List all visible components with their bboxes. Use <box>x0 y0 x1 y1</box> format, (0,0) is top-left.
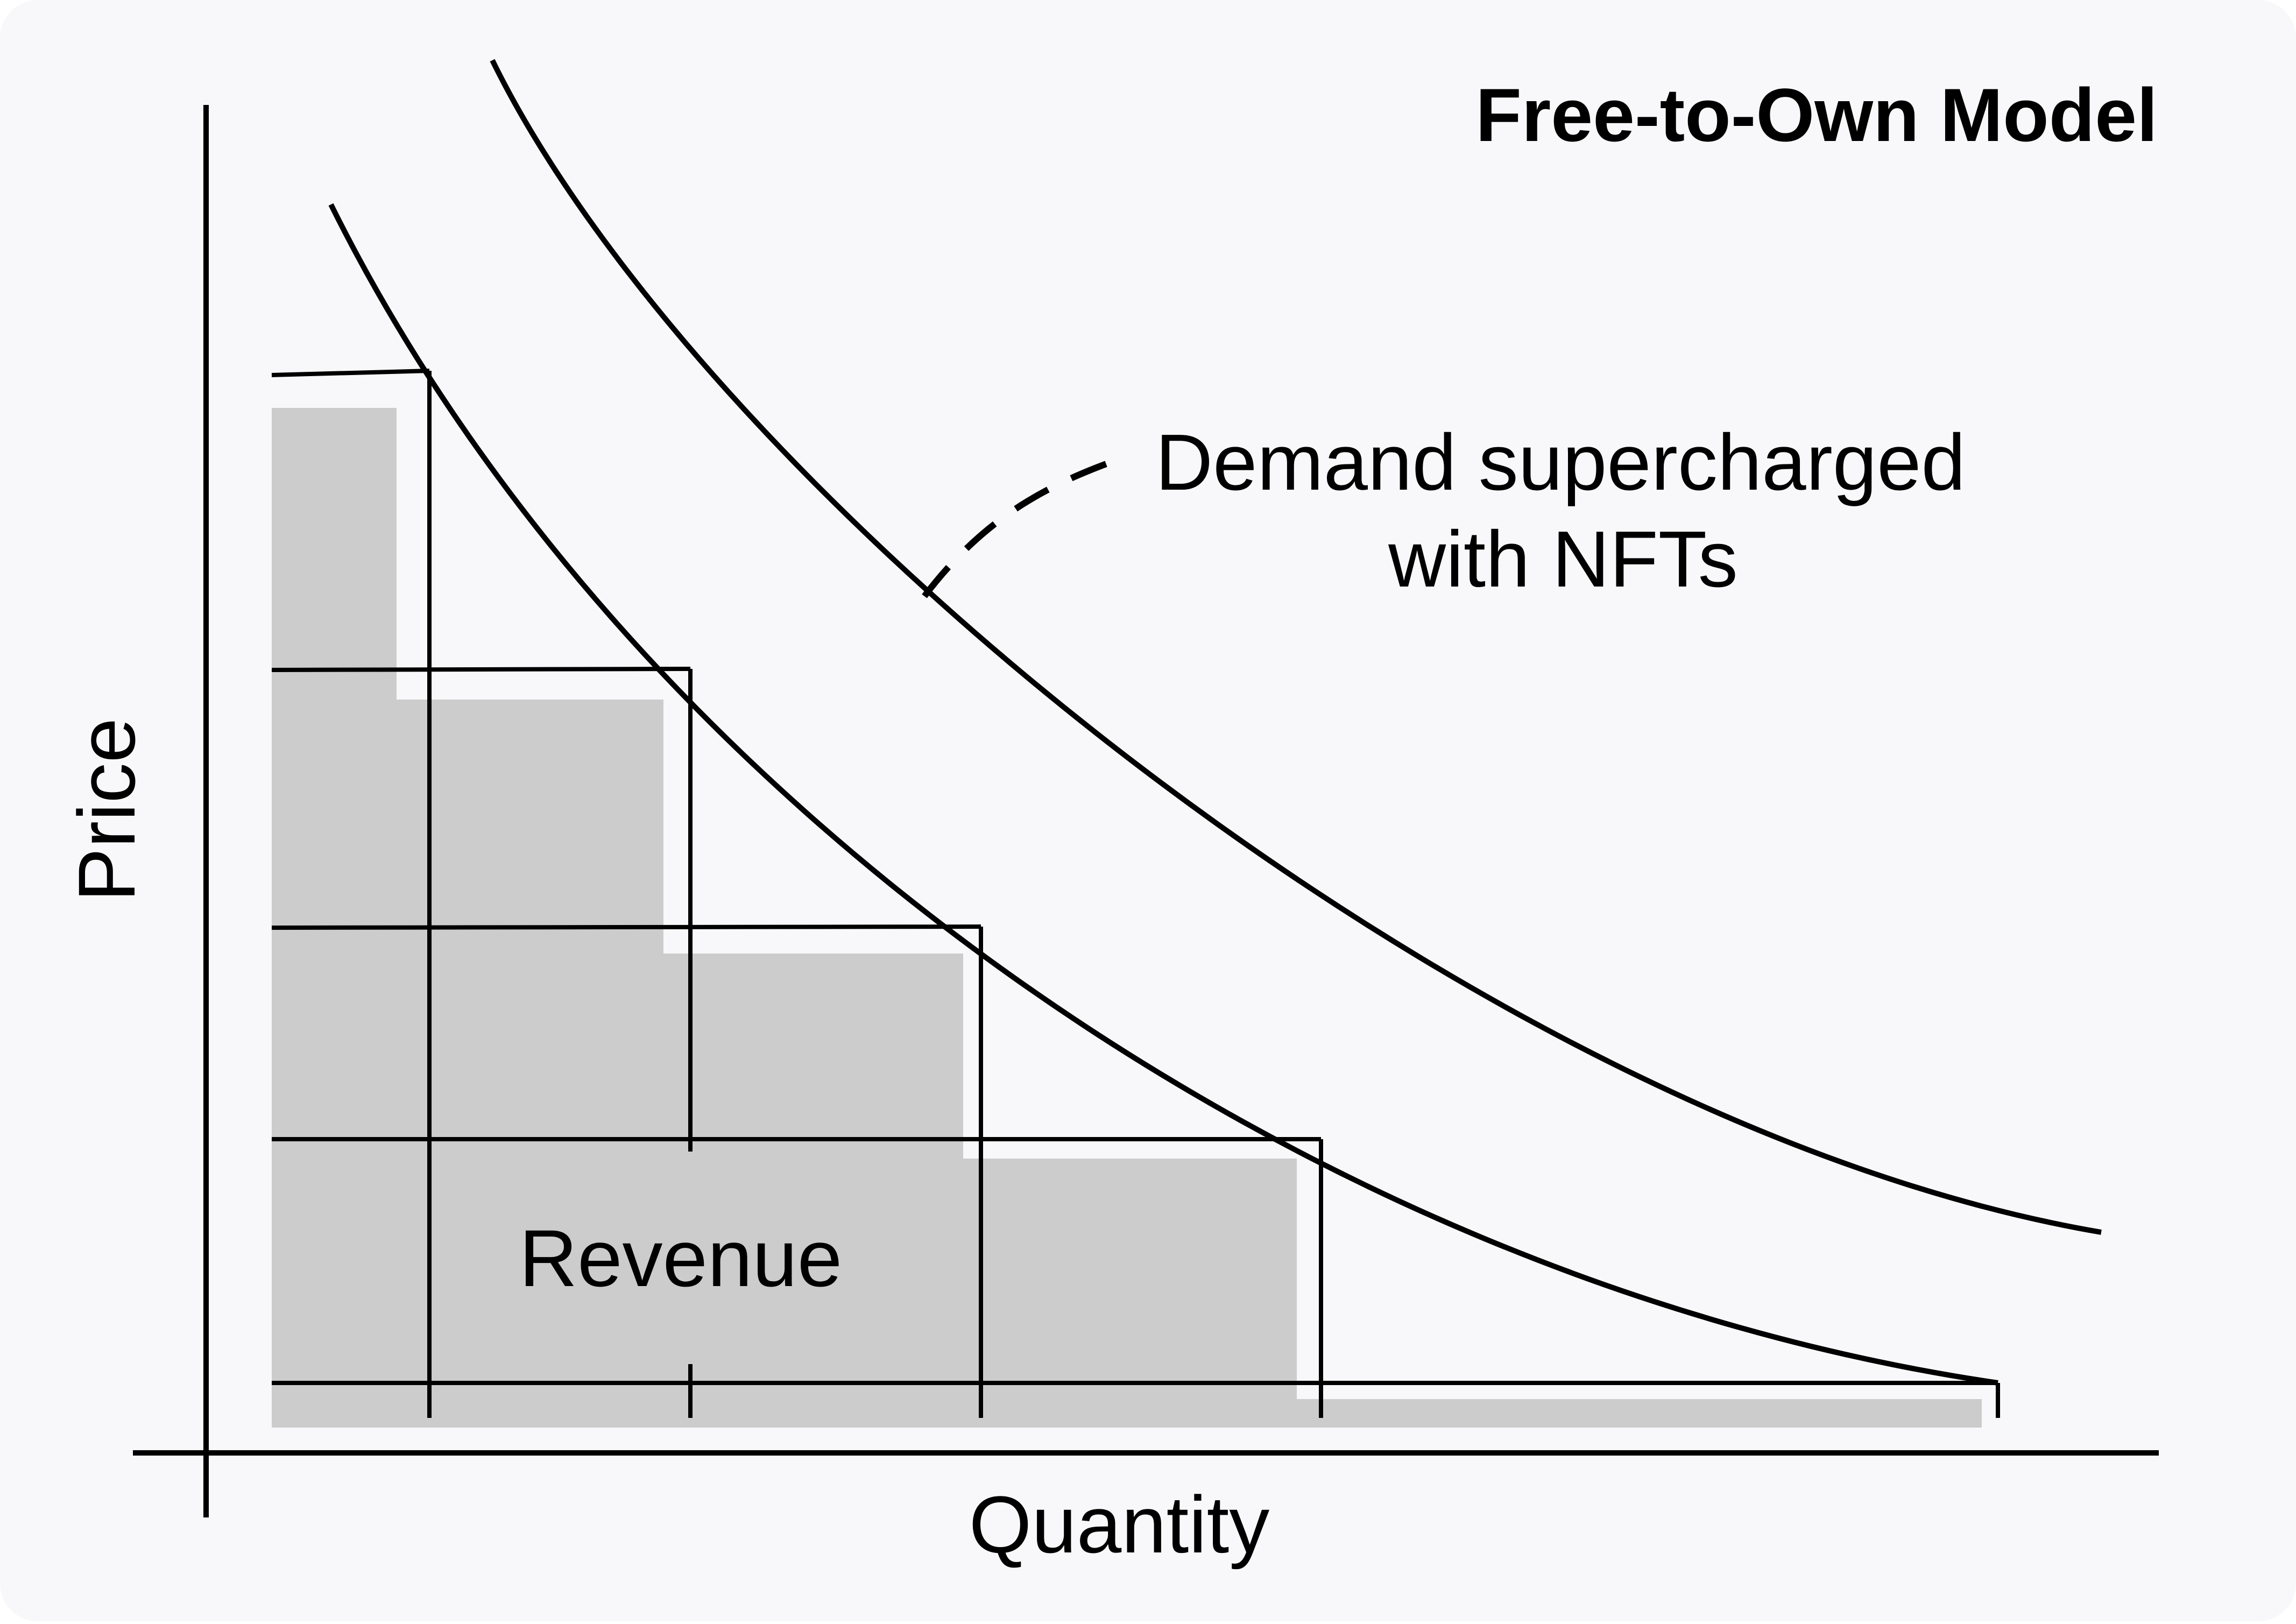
x-axis-label: Quantity <box>969 1479 1270 1570</box>
supply-steps <box>271 369 2000 1418</box>
annotation-line-1: Demand supercharged <box>1155 418 1966 507</box>
demand-curve <box>328 203 1998 1386</box>
y-axis-label: Price <box>61 718 152 902</box>
supercharged-demand-curve <box>490 59 2102 1235</box>
annotation-line-2: with NFTs <box>1388 515 1738 604</box>
step-line-1 <box>271 369 430 377</box>
annotation-leader <box>922 457 1118 598</box>
revenue-label: Revenue <box>519 1213 842 1303</box>
axes <box>133 105 2159 1517</box>
diagram-title: Free-to-Own Model <box>1475 73 2158 157</box>
revenue-area <box>272 408 1982 1428</box>
step-line-2 <box>271 667 691 672</box>
step-line-3 <box>271 924 981 930</box>
